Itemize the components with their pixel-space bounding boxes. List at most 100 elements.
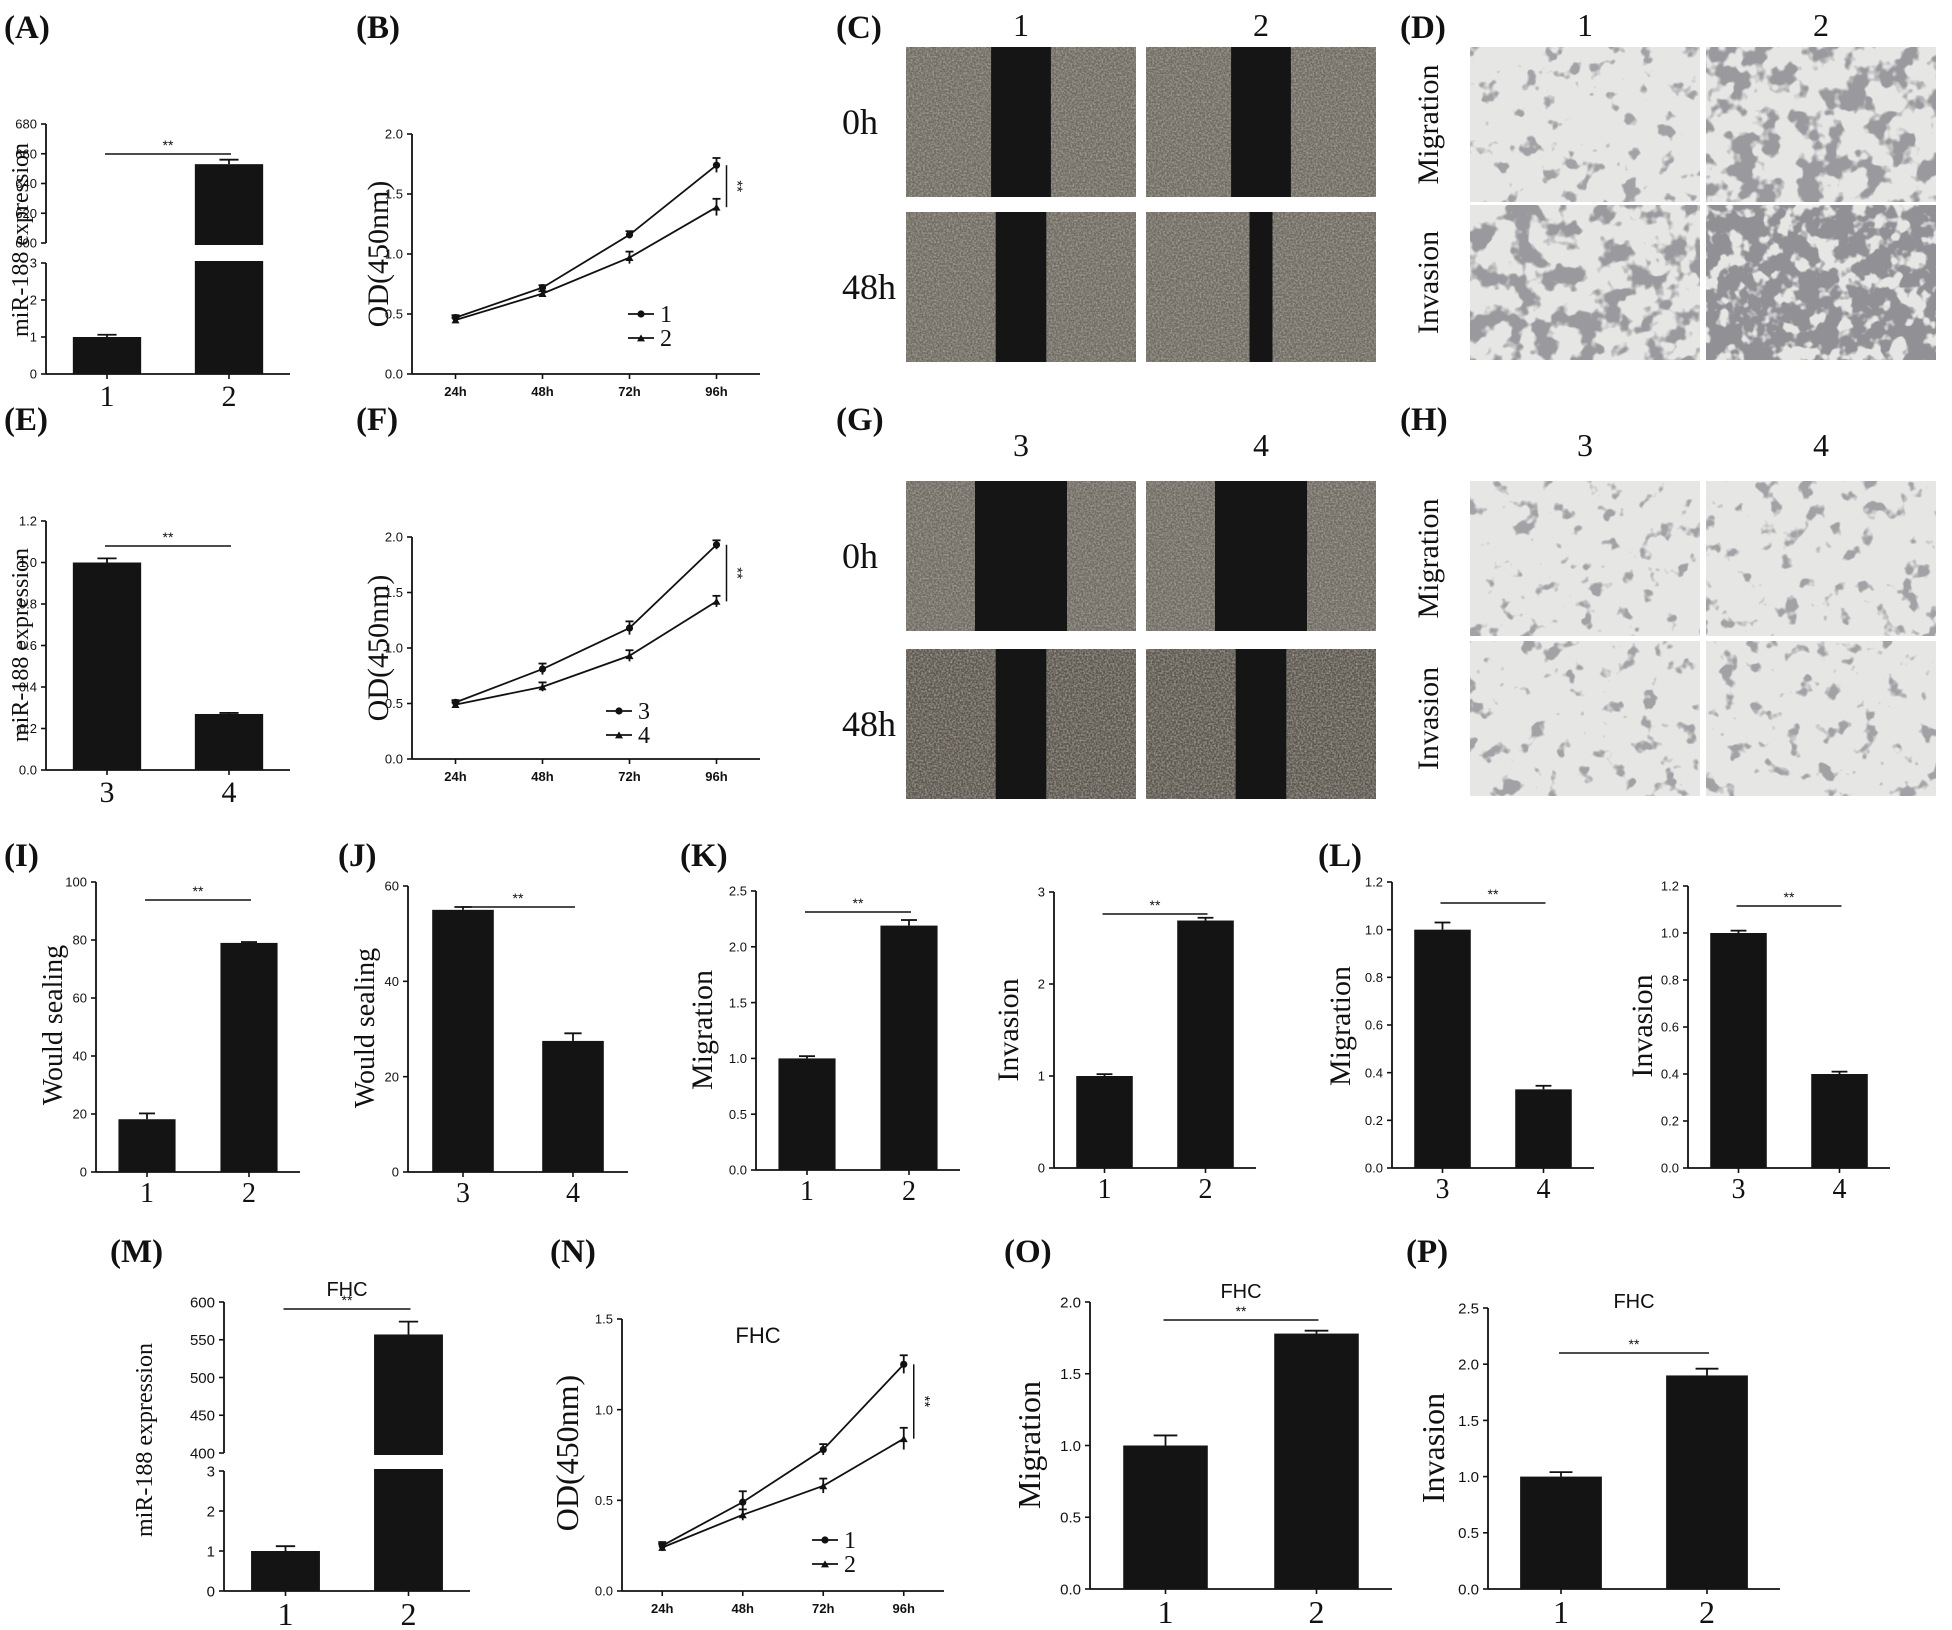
wound-gap bbox=[975, 481, 1067, 631]
panel-label-c: (C) bbox=[836, 10, 882, 46]
y-tick-label: 660 bbox=[15, 146, 37, 161]
y-axis-label: Would sealing bbox=[350, 948, 381, 1108]
chart-f: 0.0 0.5 1.0 1.5 2.0 24h 48h 72h 96h 34 ** OD(450nm) bbox=[362, 530, 760, 784]
row-label: 48h bbox=[842, 267, 896, 307]
transwell-image bbox=[1706, 47, 1936, 202]
bar-1 bbox=[1520, 1476, 1602, 1589]
significance-label: ** bbox=[1629, 1336, 1640, 1352]
y-tick-label: 1.2 bbox=[1661, 879, 1679, 894]
y-tick-label: 600 bbox=[15, 236, 37, 251]
y-tick-label: 1.0 bbox=[1458, 1469, 1479, 1486]
legend-label: 2 bbox=[660, 326, 672, 352]
y-tick-label: 0.8 bbox=[1661, 973, 1679, 988]
y-tick-label: 0.5 bbox=[1060, 1510, 1081, 1527]
wound-gap bbox=[1215, 481, 1307, 631]
y-tick-label: 2 bbox=[1038, 977, 1045, 992]
axis-break-gap bbox=[70, 245, 144, 261]
x-tick-label: 48h bbox=[531, 384, 553, 399]
panel-label-e: (E) bbox=[4, 402, 48, 438]
column-label: 2 bbox=[1253, 7, 1269, 43]
column-label: 3 bbox=[1013, 427, 1029, 463]
y-tick-label: 680 bbox=[15, 117, 37, 132]
y-tick-label: 1.0 bbox=[1060, 1438, 1081, 1455]
y-tick-label: 1.5 bbox=[1060, 1366, 1081, 1383]
bar-3 bbox=[72, 562, 142, 770]
y-tick-label: 2.0 bbox=[385, 127, 403, 142]
x-tick-label: 4 bbox=[222, 776, 237, 809]
y-tick-label: 1.5 bbox=[729, 995, 747, 1010]
bar-1 bbox=[251, 1551, 320, 1591]
point-4 bbox=[712, 597, 721, 605]
x-tick-label: 48h bbox=[732, 1601, 754, 1616]
bar-3 bbox=[1710, 933, 1767, 1168]
x-tick-label: 1 bbox=[1158, 1594, 1174, 1630]
x-tick-label: 2 bbox=[242, 1178, 256, 1209]
y-tick-label: 0.8 bbox=[1365, 970, 1383, 985]
y-axis-label: OD(450nm) bbox=[362, 181, 395, 328]
x-tick-label: 2 bbox=[1199, 1174, 1213, 1205]
series-line-2 bbox=[661, 1437, 905, 1549]
y-tick-label: 40 bbox=[73, 1049, 87, 1064]
chart-b: 0.0 0.5 1.0 1.5 2.0 24h 48h 72h 96h 12 ** OD(450nm) bbox=[362, 127, 760, 399]
x-tick-label: 24h bbox=[444, 384, 466, 399]
legend-label: 1 bbox=[844, 1528, 856, 1554]
y-tick-label: 3 bbox=[207, 1463, 215, 1480]
y-axis-label: Migration bbox=[686, 970, 719, 1090]
chart-title: FHC bbox=[1613, 1291, 1654, 1313]
y-tick-label: 2 bbox=[207, 1503, 215, 1520]
point-1 bbox=[739, 1498, 747, 1506]
y-tick-label: 1.5 bbox=[595, 1312, 613, 1327]
significance-label: ** bbox=[163, 529, 174, 545]
y-tick-label: 2.0 bbox=[1060, 1294, 1081, 1311]
y-tick-label: 1 bbox=[1038, 1069, 1045, 1084]
y-axis-label: Migration bbox=[1011, 1381, 1047, 1509]
y-tick-label: 80 bbox=[73, 933, 87, 948]
y-axis-label: Migration bbox=[1324, 966, 1357, 1086]
y-tick-label: 1 bbox=[207, 1543, 215, 1560]
column-label: 1 bbox=[1577, 7, 1593, 43]
x-tick-label: 2 bbox=[902, 1176, 916, 1207]
y-tick-label: 100 bbox=[65, 875, 87, 890]
panel-label-h: (H) bbox=[1400, 402, 1448, 438]
y-tick-label: 0.0 bbox=[385, 367, 403, 382]
panel-label-j: (J) bbox=[338, 838, 376, 874]
panel-h: 3 4 Migration Invasion bbox=[1412, 427, 1936, 796]
scratch-image bbox=[1146, 212, 1376, 362]
transwell-image bbox=[1706, 641, 1936, 796]
y-tick-label: 0.0 bbox=[1458, 1581, 1479, 1598]
chart-l2: 0.0 0.2 0.4 0.6 0.8 1.0 1.2 3 4 ** Invasion bbox=[1626, 879, 1890, 1205]
chart-k1: 0.0 0.5 1.0 1.5 2.0 2.5 1 2 ** Migration bbox=[686, 884, 960, 1207]
y-tick-label: 0.5 bbox=[729, 1107, 747, 1122]
y-tick-label: 2 bbox=[30, 293, 37, 308]
legend-marker bbox=[615, 731, 623, 739]
x-tick-label: 72h bbox=[618, 769, 640, 784]
x-tick-label: 2 bbox=[1699, 1594, 1715, 1630]
wound-gap bbox=[995, 649, 1047, 799]
y-tick-label: 0.4 bbox=[19, 680, 37, 695]
y-tick-label: 2.5 bbox=[1458, 1300, 1479, 1317]
y-tick-label: 0.5 bbox=[385, 696, 403, 711]
y-tick-label: 0.4 bbox=[1661, 1067, 1679, 1082]
y-axis-label: OD(450nm) bbox=[549, 1375, 585, 1531]
bar-2 bbox=[880, 925, 938, 1170]
panel-label-m: (M) bbox=[110, 1234, 163, 1270]
panel-label-i: (I) bbox=[4, 838, 39, 874]
y-tick-label: 1 bbox=[30, 330, 37, 345]
y-axis-label: Invasion bbox=[1626, 974, 1659, 1077]
y-tick-label: 2.0 bbox=[1458, 1357, 1479, 1374]
chart-m: 400 450 500 550 600 0 1 2 3 1 2 **FHC miR-188 expres… bbox=[132, 1279, 470, 1630]
point-3 bbox=[712, 541, 721, 549]
transwell-image bbox=[1470, 205, 1700, 360]
column-label: 1 bbox=[1013, 7, 1029, 43]
point-4 bbox=[538, 683, 547, 691]
point-2 bbox=[658, 1543, 667, 1551]
y-tick-label: 1.5 bbox=[385, 187, 403, 202]
x-tick-label: 4 bbox=[1537, 1174, 1551, 1205]
significance-label: ** bbox=[1236, 1303, 1247, 1319]
x-tick-label: 1 bbox=[1098, 1174, 1112, 1205]
chart-title: FHC bbox=[735, 1323, 780, 1348]
y-tick-label: 2.5 bbox=[729, 884, 747, 899]
axis-break-gap bbox=[372, 1455, 445, 1469]
point-2 bbox=[625, 254, 634, 261]
bar-1 bbox=[72, 337, 142, 374]
